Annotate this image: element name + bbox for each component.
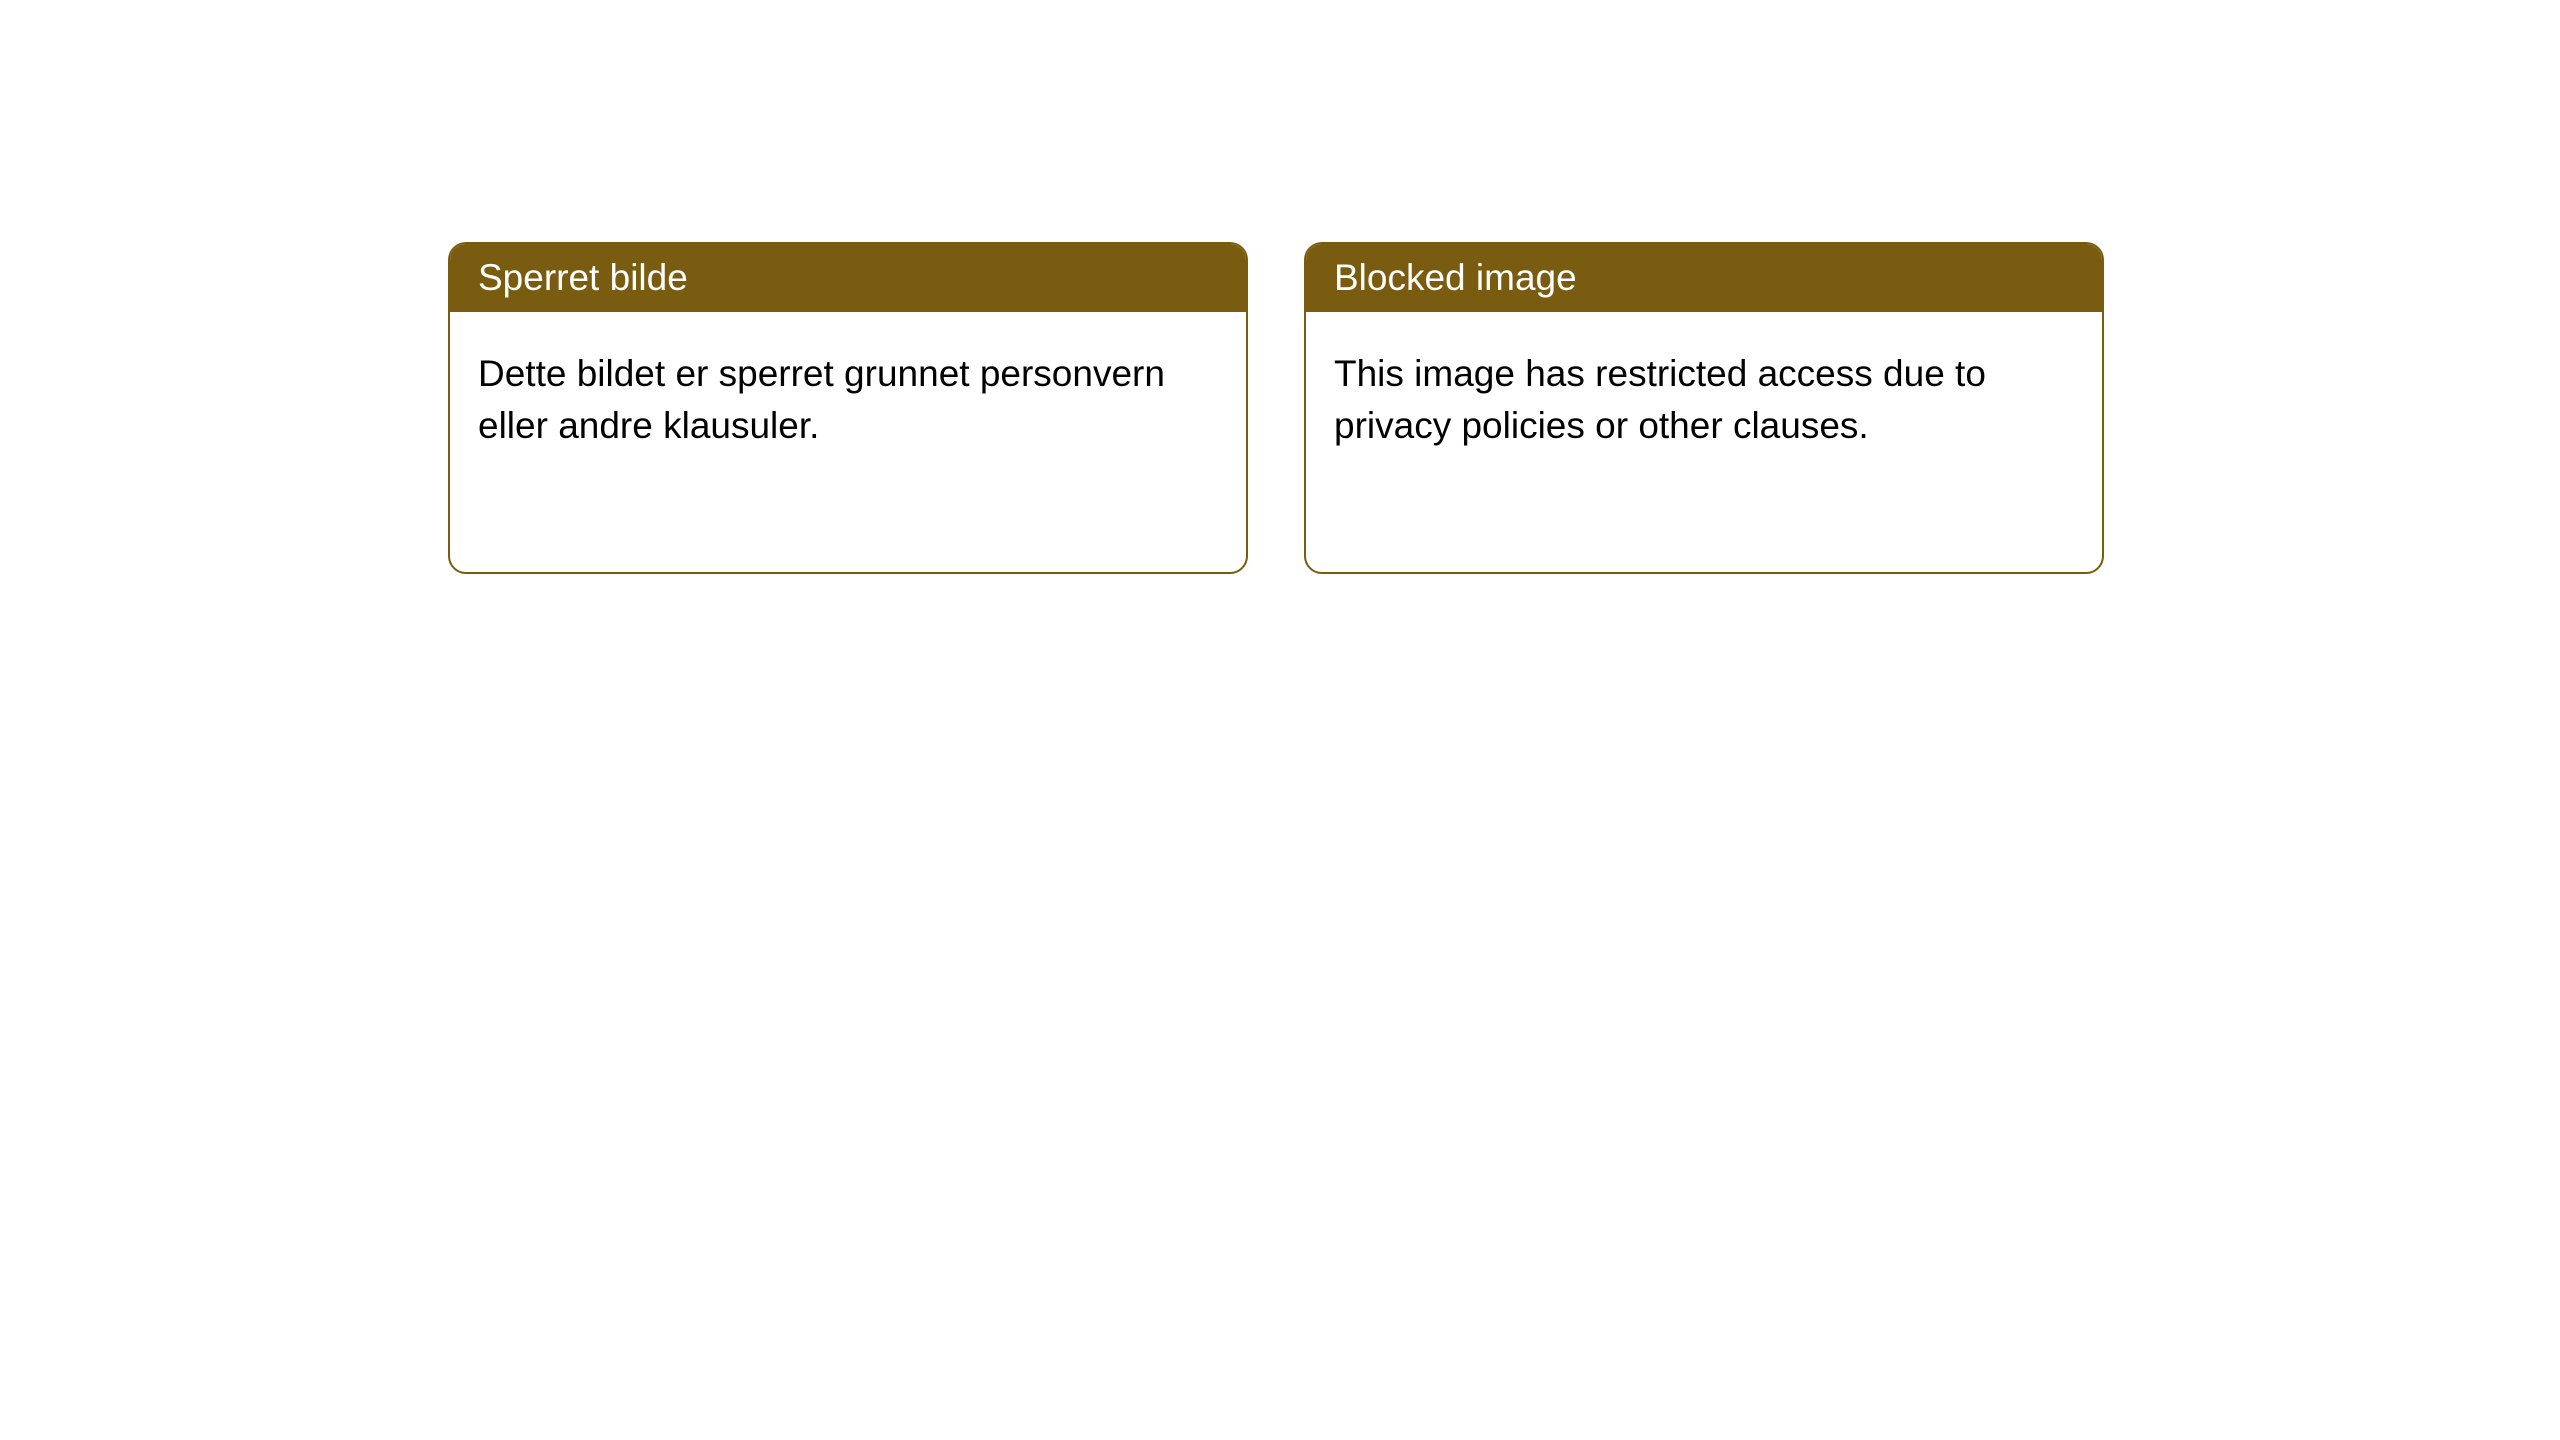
notice-message: Dette bildet er sperret grunnet personve… xyxy=(450,312,1246,488)
notice-container: Sperret bilde Dette bildet er sperret gr… xyxy=(0,0,2560,574)
notice-title: Blocked image xyxy=(1306,244,2102,312)
notice-card-english: Blocked image This image has restricted … xyxy=(1304,242,2104,574)
notice-card-norwegian: Sperret bilde Dette bildet er sperret gr… xyxy=(448,242,1248,574)
notice-title: Sperret bilde xyxy=(450,244,1246,312)
notice-message: This image has restricted access due to … xyxy=(1306,312,2102,488)
